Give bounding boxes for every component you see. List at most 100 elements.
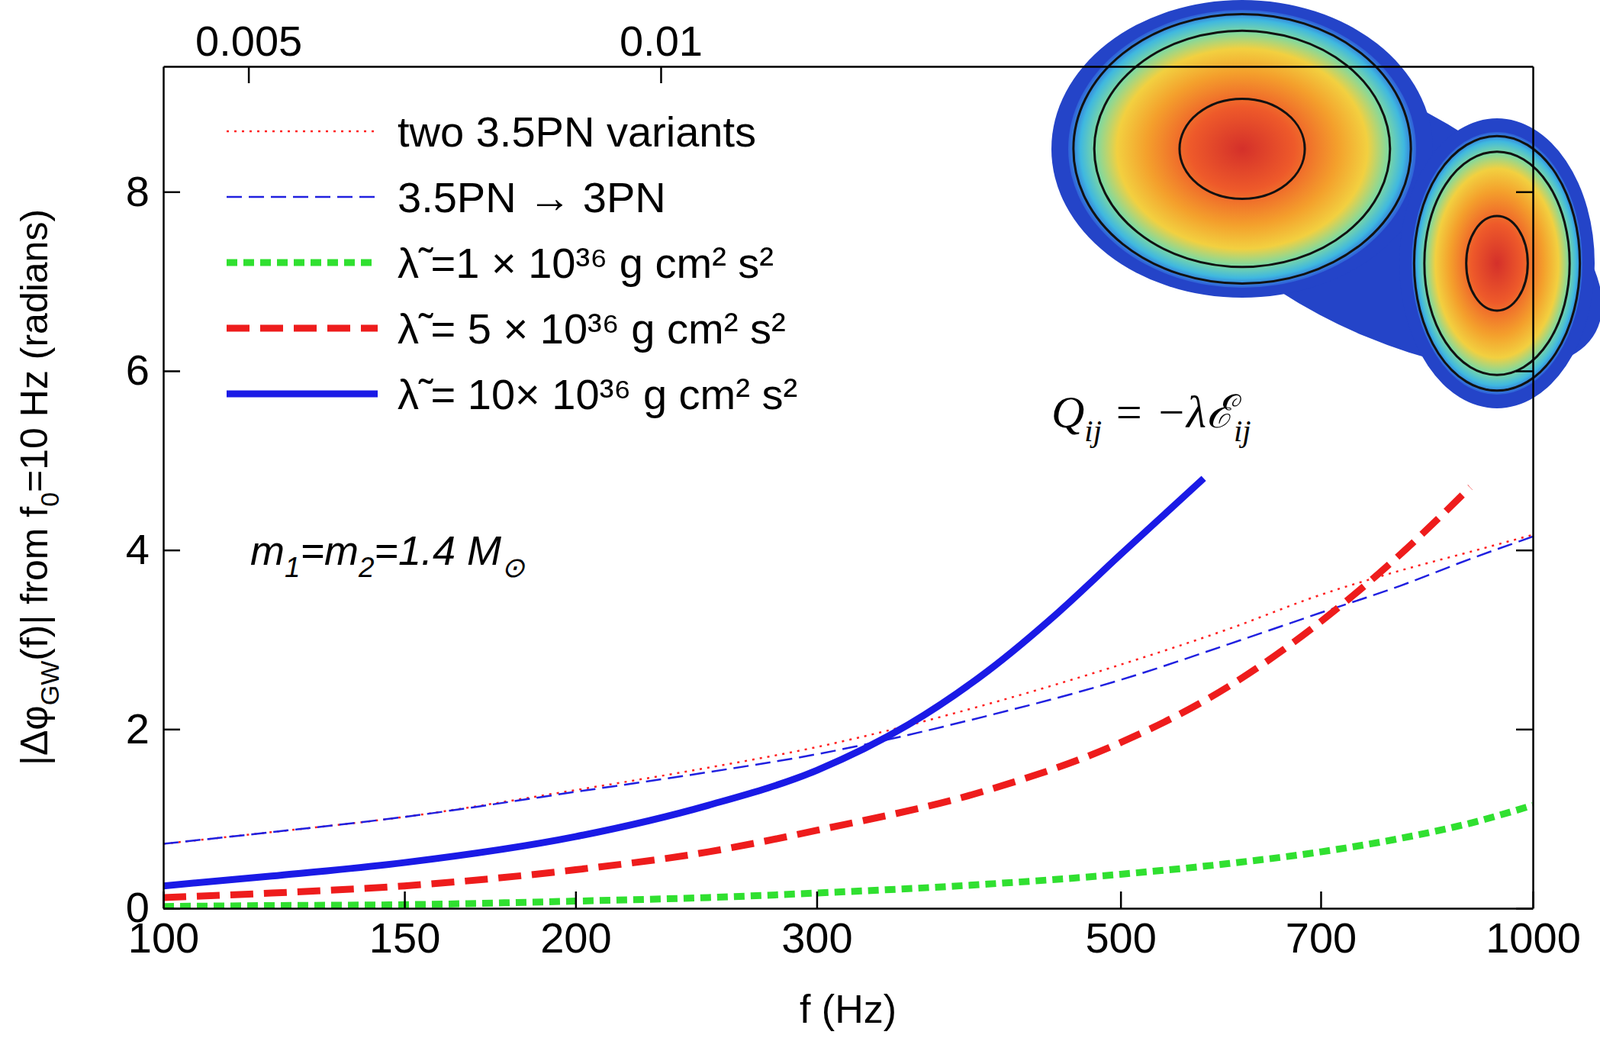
- text-part: m: [250, 527, 285, 574]
- annotation: Qij = −λℰij: [1051, 386, 1252, 448]
- inset-envelope: [1399, 118, 1595, 409]
- text-part: (f)| from f: [12, 506, 56, 661]
- x2-axis-tick-label: 0.01: [619, 16, 703, 65]
- text-part: GW: [35, 660, 65, 706]
- y-axis-tick: 8: [125, 167, 181, 216]
- y-axis-tick: 4: [125, 524, 181, 574]
- inset-star: [1068, 9, 1417, 288]
- text-part: =10 Hz (radians): [12, 209, 56, 493]
- y-axis: 0 2 4 6 8: [125, 67, 181, 932]
- x2-axis-tick: 0.005: [195, 16, 303, 84]
- inset-star: [1411, 131, 1583, 395]
- legend-swatch: [226, 259, 378, 267]
- series-line: [163, 534, 1533, 844]
- y-axis-right: [1516, 67, 1534, 909]
- legend-item: λ̃ = 10× 10³⁶ g cm² s²: [226, 370, 798, 419]
- text-part: 1: [284, 551, 300, 583]
- y-axis-tick-mark: [163, 907, 181, 910]
- y-axis-right-tick-mark: [1516, 549, 1533, 552]
- inset-contour: [1073, 13, 1411, 284]
- inset-contour: [1424, 151, 1570, 375]
- x-axis-tick-mark: [1319, 891, 1323, 908]
- x-axis-tick-mark: [403, 891, 406, 908]
- legend-label: two 3.5PN variants: [397, 107, 757, 156]
- x-axis-tick-mark: [575, 891, 578, 908]
- text-part: ⊙: [501, 551, 525, 583]
- x-axis-tick: 150: [369, 891, 441, 962]
- x-axis-tick: 300: [781, 891, 853, 962]
- x-axis-tick-label: 1000: [1485, 913, 1581, 962]
- chart: 10015020030050070010000.0050.0102468f (H…: [0, 0, 1600, 1051]
- inset-image: [1051, 0, 1600, 433]
- y-axis-right-tick: [1516, 191, 1533, 193]
- text-part: =m: [299, 527, 359, 574]
- inset-contour: [1466, 215, 1529, 311]
- x-axis-tick-label: 700: [1285, 913, 1357, 962]
- y-axis-tick-label: 8: [125, 167, 150, 216]
- text-part: ij: [1233, 413, 1252, 448]
- text-part: Q: [1051, 386, 1085, 438]
- y-axis-tick-label: 6: [125, 345, 150, 394]
- inset-contour: [1179, 98, 1305, 199]
- y-axis-right-tick: [1516, 370, 1533, 372]
- x2-axis-line: [164, 65, 1534, 68]
- legend-label: λ̃ =1 × 10³⁶ g cm² s²: [397, 238, 774, 287]
- x-axis-tick-mark: [816, 891, 819, 908]
- series-line: [163, 478, 1205, 886]
- y-axis-right-tick-mark: [1516, 907, 1533, 910]
- x-axis-line: [164, 907, 1534, 910]
- y-axis-tick-mark: [163, 370, 181, 373]
- y-axis-tick-mark: [163, 728, 181, 731]
- y-axis-tick-mark: [163, 191, 181, 194]
- x-axis-title: f (Hz): [799, 986, 897, 1031]
- plot-area: [163, 478, 1533, 907]
- x2-axis-tick-mark: [247, 66, 251, 84]
- y-axis-tick-label: 0: [125, 882, 150, 931]
- x-axis-tick-label: 500: [1084, 913, 1156, 962]
- legend-item: λ̃ = 5 × 10³⁶ g cm² s²: [226, 304, 786, 353]
- legend-swatch: [226, 130, 378, 133]
- inset-contour: [1413, 135, 1580, 391]
- legend-label: 3.5PN → 3PN: [397, 173, 667, 222]
- y-axis-right-tick: [1516, 550, 1533, 551]
- text-part: |Δφ: [12, 705, 56, 766]
- y-axis-right-tick-mark: [1516, 370, 1533, 373]
- x-axis-tick: 200: [540, 891, 612, 962]
- legend: two 3.5PN variants 3.5PN → 3PN λ̃ =1 × 10³…: [226, 107, 798, 419]
- y-axis-tick-label: 4: [125, 524, 150, 574]
- y-axis-title: |ΔφGW(f)| from f0=10 Hz (radians): [12, 209, 65, 766]
- legend-label: λ̃ = 10× 10³⁶ g cm² s²: [397, 370, 798, 419]
- annotation: m1=m2=1.4 M⊙: [250, 527, 525, 583]
- x2-axis-tick: 0.01: [619, 16, 703, 84]
- legend-swatch: [226, 325, 378, 332]
- text-part: 2: [357, 551, 374, 583]
- y-axis-right-tick: [1516, 907, 1533, 909]
- x-axis-tick: 700: [1285, 891, 1357, 962]
- x-axis-tick-label: 200: [540, 913, 612, 962]
- y-axis-tick-label: 2: [125, 704, 150, 753]
- y-axis-right-tick-mark: [1516, 728, 1533, 731]
- legend-item: two 3.5PN variants: [226, 107, 757, 156]
- series-line: [163, 487, 1471, 898]
- y-axis-tick: 6: [125, 345, 181, 394]
- x-axis: 1001502003005007001000: [128, 891, 1581, 962]
- legend-item: 3.5PN → 3PN: [226, 173, 667, 222]
- y-axis-tick: 0: [125, 882, 181, 931]
- text-part: = −λℰ: [1101, 386, 1242, 438]
- x2-axis-tick-mark: [659, 66, 663, 84]
- y-axis-tick-mark: [163, 549, 181, 552]
- legend-item: λ̃ =1 × 10³⁶ g cm² s²: [226, 238, 774, 287]
- x-axis-tick-label: 300: [781, 913, 853, 962]
- x-axis-tick: 500: [1084, 891, 1156, 962]
- inset-envelope: [1051, 0, 1433, 298]
- y-axis-tick: 2: [125, 704, 181, 753]
- legend-swatch: [226, 196, 378, 199]
- legend-label: λ̃ = 5 × 10³⁶ g cm² s²: [397, 304, 786, 353]
- x2-axis-tick-label: 0.005: [195, 16, 303, 65]
- x-axis-tick-mark: [1120, 891, 1123, 908]
- y-axis-right-tick-mark: [1516, 191, 1533, 194]
- series-line: [163, 536, 1533, 844]
- text-part: =1.4 M: [373, 527, 502, 574]
- x-axis-tick-label: 150: [369, 913, 441, 962]
- text-part: ij: [1084, 413, 1102, 448]
